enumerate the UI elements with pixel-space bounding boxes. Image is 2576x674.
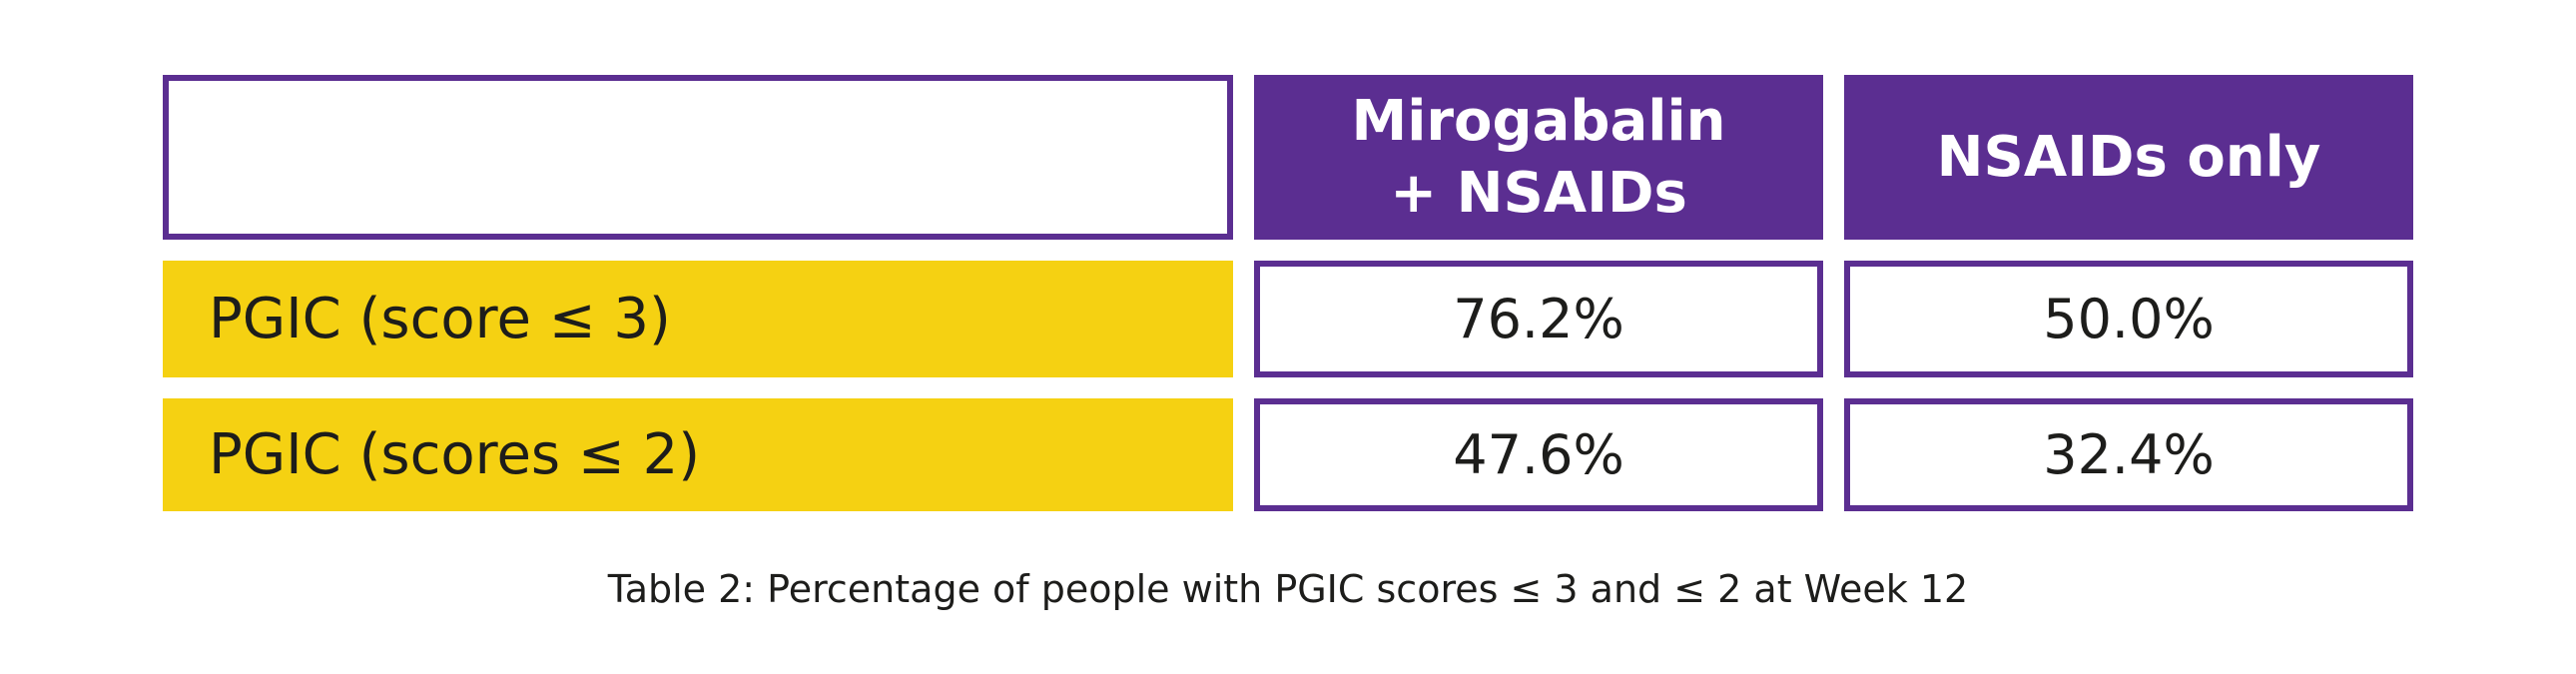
value-cell-pgic3-mirogabalin-nsaids: 76.2% xyxy=(1254,261,1823,377)
value-cell-pgic2-nsaids-only: 32.4% xyxy=(1844,398,2413,511)
row-label-text: PGIC (scores ≤ 2) xyxy=(209,422,701,487)
value-text: 32.4% xyxy=(2043,423,2215,486)
value-cell-pgic2-mirogabalin-nsaids: 47.6% xyxy=(1254,398,1823,511)
row-label-pgic-scores-le-2: PGIC (scores ≤ 2) xyxy=(163,398,1233,511)
column-header-line: Mirogabalin xyxy=(1351,88,1726,154)
value-text: 50.0% xyxy=(2043,288,2215,350)
pgic-table: Mirogabalin + NSAIDs NSAIDs only PGIC (s… xyxy=(163,75,2413,511)
table-caption: Table 2: Percentage of people with PGIC … xyxy=(607,567,1969,611)
column-header-line: + NSAIDs xyxy=(1390,160,1687,226)
corner-cell xyxy=(163,75,1233,240)
value-text: 47.6% xyxy=(1453,423,1624,486)
value-text: 76.2% xyxy=(1453,288,1624,350)
column-header-mirogabalin-nsaids: Mirogabalin + NSAIDs xyxy=(1254,75,1823,240)
column-header-line: NSAIDs only xyxy=(1936,124,2321,190)
row-label-text: PGIC (score ≤ 3) xyxy=(209,287,671,351)
row-label-pgic-score-le-3: PGIC (score ≤ 3) xyxy=(163,261,1233,377)
column-header-nsaids-only: NSAIDs only xyxy=(1844,75,2413,240)
value-cell-pgic3-nsaids-only: 50.0% xyxy=(1844,261,2413,377)
